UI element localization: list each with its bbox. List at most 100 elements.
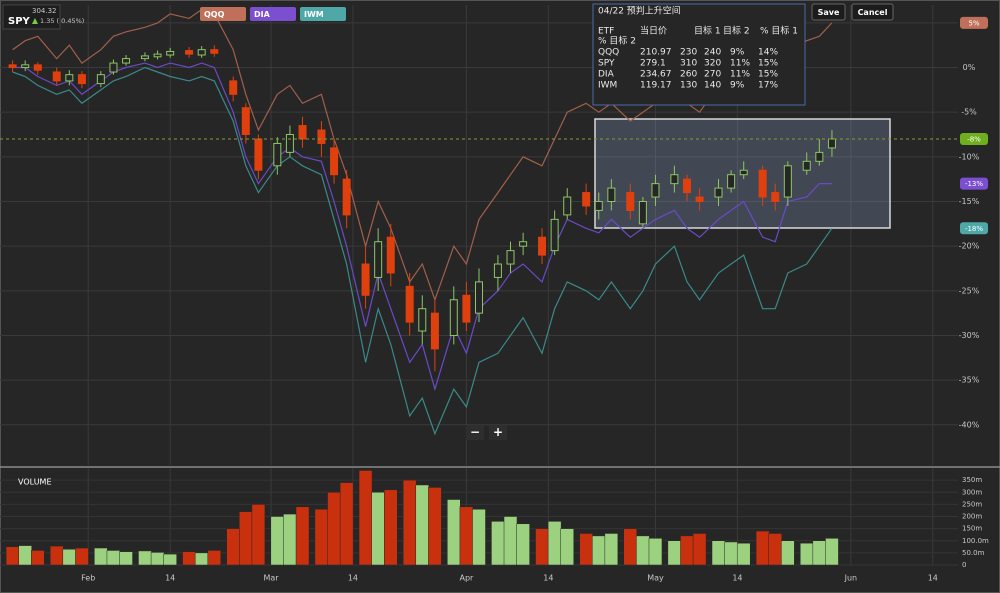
volume-bar xyxy=(402,479,417,566)
volume-bar xyxy=(327,492,341,566)
save-button[interactable]: Save xyxy=(811,3,846,21)
info-header: 目标 2 xyxy=(723,25,750,37)
volume-bar xyxy=(781,540,795,566)
legend-button[interactable] xyxy=(300,7,346,21)
volume-bar xyxy=(724,541,738,566)
save-frame[interactable] xyxy=(811,3,846,21)
legend-button[interactable] xyxy=(200,7,246,21)
save-label[interactable]: Save xyxy=(818,8,840,17)
volume-bar xyxy=(768,533,782,566)
candle-body xyxy=(241,107,250,136)
candle-body xyxy=(607,187,616,203)
volume-bar xyxy=(194,552,209,566)
volume-bar xyxy=(239,511,253,566)
zoom-in-frame[interactable] xyxy=(489,425,507,440)
candle-body xyxy=(361,263,370,296)
x-tick-label: 14 xyxy=(732,574,742,583)
volume-bar xyxy=(623,528,638,566)
series-line xyxy=(12,66,833,436)
volume-bar xyxy=(711,540,726,566)
candle-body xyxy=(638,201,647,225)
info-cell: 240 xyxy=(704,48,721,58)
end-label: -13% xyxy=(965,180,983,188)
candle-body xyxy=(273,142,282,167)
x-tick-label: 14 xyxy=(543,574,553,583)
legend-item[interactable]: IWM xyxy=(300,7,346,21)
candle-body xyxy=(827,138,836,149)
y-tick-label: 300m xyxy=(962,488,982,496)
cancel-button[interactable]: Cancel xyxy=(851,3,894,21)
candle-body xyxy=(254,138,263,171)
candle-body xyxy=(815,151,824,162)
info-cell: 9% xyxy=(730,81,745,91)
y-tick-label: 150m xyxy=(962,525,982,533)
candle-body xyxy=(229,80,238,95)
legend-button[interactable] xyxy=(250,7,296,21)
candle-body xyxy=(185,50,194,55)
zoom-out-frame[interactable] xyxy=(466,425,484,440)
volume-bar xyxy=(812,540,827,566)
candle-body xyxy=(153,53,162,58)
volume-bar xyxy=(371,492,385,566)
candle-body xyxy=(758,169,767,198)
candle-body xyxy=(783,165,792,198)
y-tick-label: 50.0m xyxy=(962,549,985,557)
info-cell: 11% xyxy=(730,59,750,69)
candle-body xyxy=(122,58,131,64)
candle-body xyxy=(727,174,736,189)
candle-body xyxy=(714,187,723,198)
candle-body xyxy=(33,64,42,71)
candle-body xyxy=(405,285,414,323)
info-header: % 目标 1 xyxy=(760,25,798,37)
y-tick-label: 200m xyxy=(962,513,982,521)
cancel-frame[interactable] xyxy=(851,3,894,21)
y-tick-label: 100.0m xyxy=(962,537,989,545)
volume-bar xyxy=(579,533,593,566)
up-arrow xyxy=(32,18,38,24)
legend-label[interactable]: QQQ xyxy=(204,10,225,19)
y-tick-label: 0% xyxy=(963,63,976,72)
legend-item[interactable]: QQQ xyxy=(200,7,246,21)
cancel-label[interactable]: Cancel xyxy=(858,8,888,17)
volume-bar xyxy=(516,523,530,566)
volume-bar xyxy=(825,538,839,566)
candle-body xyxy=(317,129,326,144)
end-badge xyxy=(960,132,988,145)
candle-body xyxy=(538,236,547,256)
info-box: 04/22 预判上升空间 ETF 当日价 目标 1 目标 2 % 目标 1 % … xyxy=(592,3,806,106)
zoom-out-button[interactable]: − xyxy=(466,425,484,440)
candle-body xyxy=(739,169,748,176)
info-title: 04/22 预判上升空间 xyxy=(598,5,681,17)
info-cell: DIA xyxy=(598,70,615,80)
plot: 5% -13% -18% -8% xyxy=(0,8,988,566)
volume-bar xyxy=(459,506,474,566)
info-cell: IWM xyxy=(598,81,617,91)
zoom-in-button[interactable]: + xyxy=(489,425,507,440)
volume-bar xyxy=(535,528,549,566)
zoom-out-label[interactable]: − xyxy=(470,425,480,439)
candle-body xyxy=(418,308,427,332)
series-line xyxy=(12,8,833,302)
zoom-in-label[interactable]: + xyxy=(493,425,503,439)
candle-body xyxy=(197,49,206,56)
volume-bar xyxy=(636,535,650,566)
volume-bar xyxy=(736,542,751,566)
info-cell: 140 xyxy=(704,81,721,91)
legend-item[interactable]: DIA xyxy=(250,7,296,21)
candle-body xyxy=(140,55,149,60)
x-tick-label: Apr xyxy=(459,574,474,583)
x-tick-label: Mar xyxy=(263,574,279,583)
info-cell: 130 xyxy=(680,81,697,91)
candle-body xyxy=(210,49,219,54)
candle-body xyxy=(462,294,471,323)
legend-label[interactable]: IWM xyxy=(304,10,324,19)
info-cell: 320 xyxy=(704,59,721,69)
legend-label[interactable]: DIA xyxy=(254,10,271,19)
candle-body xyxy=(8,64,17,69)
candle-body xyxy=(285,134,294,153)
volume-bar xyxy=(604,533,619,566)
volume-bar xyxy=(207,550,222,566)
volume-bar xyxy=(150,552,165,566)
